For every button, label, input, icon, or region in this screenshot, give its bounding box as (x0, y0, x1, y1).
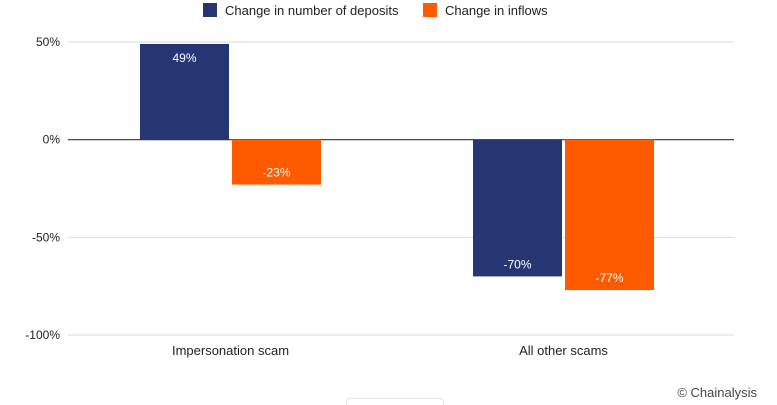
bar-labels: 49% -23% -70% -77% (172, 51, 623, 285)
bar-deposits (473, 139, 562, 277)
x-axis-categories: Impersonation scam All other scams (172, 343, 608, 358)
bar-inflows (232, 139, 321, 185)
legend-swatch (203, 3, 217, 17)
bar-value-label: -23% (262, 166, 290, 180)
legend-label: Change in inflows (445, 3, 548, 18)
bar-value-label: 49% (172, 51, 196, 65)
x-category-label: All other scams (519, 343, 608, 358)
source-credit: © Chainalysis (677, 385, 757, 400)
bar-value-label: -70% (503, 257, 531, 271)
bar-inflows (565, 139, 654, 291)
bars (140, 43, 654, 291)
bottom-tab-handle (346, 398, 444, 405)
chart-legend: Change in number of deposits Change in in… (203, 3, 548, 18)
bar-deposits (140, 43, 229, 140)
bar-value-label: -77% (595, 271, 623, 285)
x-category-label: Impersonation scam (172, 343, 289, 358)
y-tick-label: 50% (36, 35, 60, 49)
y-tick-label: -50% (32, 230, 60, 244)
y-tick-label: -100% (25, 328, 60, 342)
legend-label: Change in number of deposits (225, 3, 399, 18)
y-tick-label: 0% (43, 133, 61, 147)
y-axis-ticks: 50% 0% -50% -100% (25, 35, 60, 342)
legend-swatch (423, 3, 437, 17)
